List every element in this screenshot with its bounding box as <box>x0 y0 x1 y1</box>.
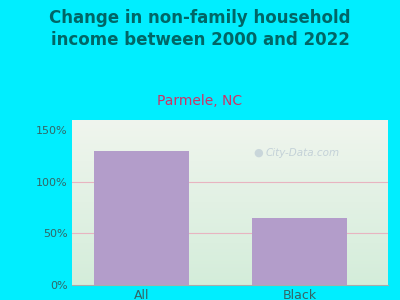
Text: Parmele, NC: Parmele, NC <box>158 94 242 109</box>
Text: City-Data.com: City-Data.com <box>266 148 340 158</box>
Text: ●: ● <box>254 148 263 158</box>
Bar <box>252 218 347 285</box>
Bar <box>94 151 189 285</box>
Text: Change in non-family household
income between 2000 and 2022: Change in non-family household income be… <box>49 9 351 49</box>
